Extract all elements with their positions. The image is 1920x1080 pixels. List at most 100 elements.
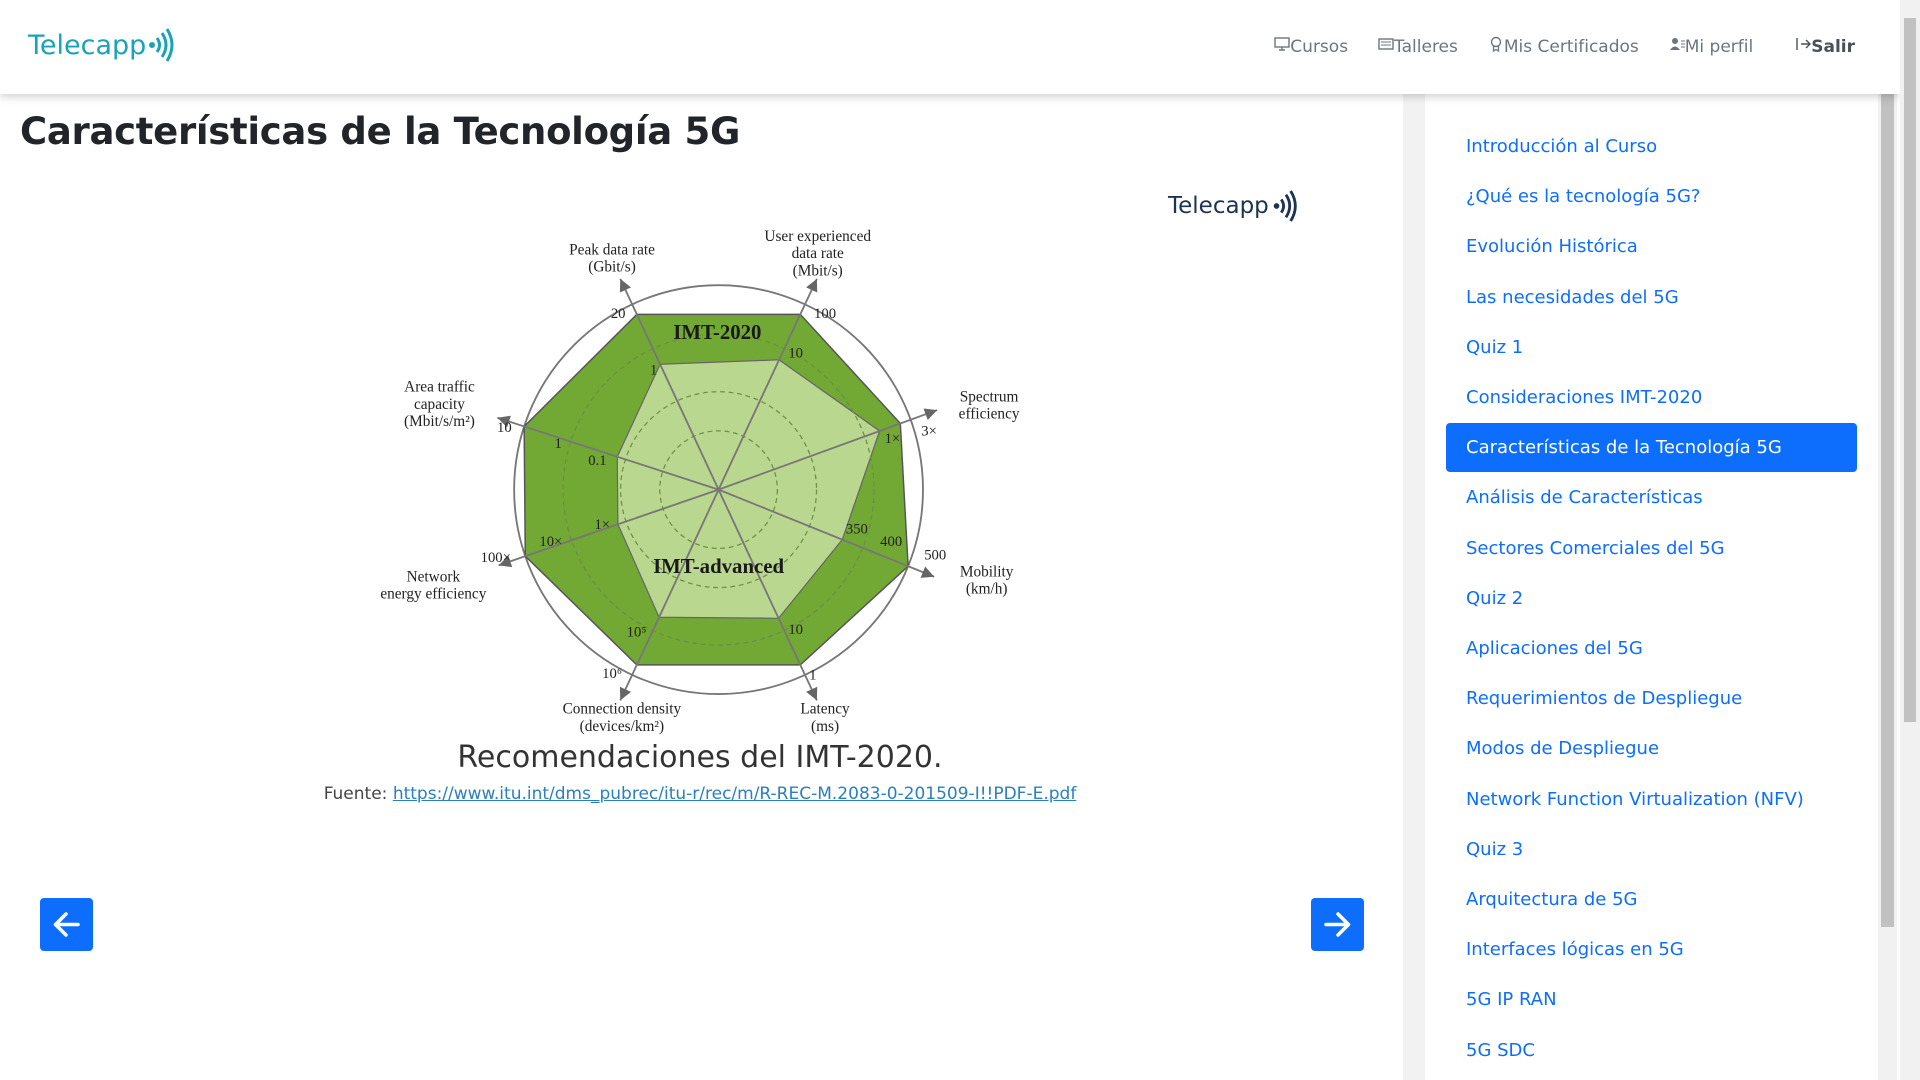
logout-label: Salir: [1811, 37, 1855, 57]
axis-label: efficiency: [959, 406, 1020, 423]
sidebar-item[interactable]: Aplicaciones del 5G: [1466, 638, 1643, 659]
source: Fuente: https://www.itu.int/dms_pubrec/i…: [0, 784, 1400, 804]
axis-tick-label: 10⁶: [602, 666, 622, 682]
nav-icon: [1378, 38, 1394, 50]
axis-label: User experienced: [764, 228, 871, 245]
axis-label: (Mbit/s/m²): [404, 413, 475, 430]
sidebar-item[interactable]: Las necesidades del 5G: [1466, 286, 1679, 308]
page-scrollbar[interactable]: [1900, 0, 1920, 1080]
nav-label: Mi perfil: [1684, 37, 1754, 57]
dashed-circle: [620, 391, 818, 589]
axis-arrow: [497, 415, 511, 428]
axis-tick-label: 20: [611, 306, 626, 322]
axis-tick-label: 10: [788, 622, 803, 638]
axis-label: data rate: [792, 245, 844, 262]
nav-item[interactable]: Mis Certificados: [1488, 36, 1639, 57]
axis-label: (km/h): [966, 581, 1008, 598]
axis-label: capacity: [414, 396, 465, 413]
sidebar-item[interactable]: Análisis de Características: [1466, 487, 1703, 509]
sidebar-item[interactable]: Modos de Despliegue: [1466, 738, 1660, 760]
sidebar-item[interactable]: Arquitectura de 5G: [1466, 889, 1638, 910]
sidebar-item[interactable]: ¿Qué es la tecnología 5G?: [1466, 186, 1701, 208]
sidebar-item[interactable]: Requerimientos de Despliegue: [1466, 688, 1743, 710]
nav: Cursos Talleres Mis Certificados Mi perfil S…: [1274, 36, 1855, 57]
sidebar-item[interactable]: Interfaces lógicas en 5G: [1466, 939, 1684, 961]
sidebar-scrollbar[interactable]: [1878, 94, 1897, 1080]
axis-label: Spectrum: [960, 388, 1019, 405]
nav-label: Talleres: [1394, 37, 1458, 57]
axis-tick-label: 1×: [594, 517, 610, 533]
prev-icon: [53, 912, 80, 937]
axis-label: (ms): [811, 718, 839, 735]
logout-icon: [1796, 38, 1812, 50]
dashed-circle: [659, 430, 778, 549]
axis-label: Latency: [800, 701, 850, 718]
axis-tick-label: 500: [924, 547, 946, 563]
image-logo-text: Telecapp: [1168, 193, 1269, 219]
scroll-thumb[interactable]: [1904, 18, 1916, 722]
axis-arrow: [619, 278, 631, 293]
nav-icon: [1490, 36, 1502, 53]
axis-line: [619, 278, 720, 491]
axis-arrow: [619, 686, 631, 701]
axis-arrow: [806, 278, 818, 293]
axis-tick-label: 100×: [481, 550, 511, 566]
axis-line: [717, 489, 818, 701]
prev-button[interactable]: [40, 898, 93, 951]
sidebar-item[interactable]: 5G SDC: [1466, 1039, 1535, 1061]
axis-line: [619, 489, 720, 701]
next-icon: [1324, 912, 1351, 937]
sidebar-item[interactable]: Network Function Virtualization (NFV): [1466, 788, 1804, 810]
sidebar-item[interactable]: Quiz 2: [1466, 587, 1524, 609]
sidebar-gutter: [1403, 94, 1425, 1080]
sidebar-item[interactable]: Sectores Comerciales del 5G: [1466, 537, 1725, 559]
axis-line: [718, 409, 938, 491]
page-title: Características de la Tecnología 5G: [20, 110, 741, 153]
sidebar-item[interactable]: Consideraciones IMT-2020: [1466, 387, 1703, 408]
axis-tick-label: 0.1: [588, 453, 606, 469]
axis-arrow: [498, 555, 513, 568]
next-button[interactable]: [1311, 898, 1364, 951]
radar-diagram: IMT-2020 IMT-advanced Peak data rate(Gbit/…: [380, 228, 1020, 735]
axis-label: (Gbit/s): [588, 259, 636, 276]
nav-item[interactable]: Cursos: [1274, 36, 1348, 57]
axis-label: Network: [407, 568, 461, 585]
axis-tick-label: 10×: [539, 534, 562, 550]
axis-tick-label: 10: [497, 420, 512, 436]
axis-line: [497, 416, 719, 491]
nav-icon: [1669, 38, 1685, 50]
sidebar-item[interactable]: Quiz 1: [1466, 336, 1524, 358]
axis-tick-label: 1: [650, 363, 657, 379]
nav-icon: [1274, 37, 1290, 51]
series-label: IMT-2020: [673, 320, 761, 344]
sidebar: Introducción al Curso ¿Qué es la tecnolog…: [1425, 94, 1878, 1080]
axis-label: energy efficiency: [380, 586, 486, 603]
header: Telecapp Cursos Talleres Mis Certificados M…: [0, 0, 1900, 94]
axis-tick-label: 10⁵: [627, 625, 647, 641]
nav-item[interactable]: Mi perfil: [1669, 36, 1753, 57]
axis-arrow: [920, 566, 935, 578]
nav-item[interactable]: Talleres: [1378, 36, 1458, 57]
axis-tick-label: 1: [809, 667, 816, 683]
axis-label: Mobility: [960, 564, 1014, 581]
dashed-circle: [562, 333, 875, 646]
axis-tick-label: 400: [880, 534, 902, 550]
axis-arrow: [806, 686, 818, 701]
axis-label: Peak data rate: [569, 242, 655, 259]
outer-circle: [513, 284, 924, 695]
sidebar-item[interactable]: Quiz 3: [1466, 838, 1524, 860]
nav-item[interactable]: Salir: [1795, 36, 1855, 57]
logo[interactable]: Telecapp: [28, 28, 174, 62]
axis-tick-label: 10: [788, 345, 803, 361]
sidebar-item[interactable]: Características de la Tecnología 5G: [1446, 423, 1857, 473]
sidebar-item[interactable]: Introducción al Curso: [1466, 136, 1658, 157]
sidebar-item[interactable]: 5G IP RAN: [1466, 989, 1557, 1011]
axis-tick-label: 3×: [921, 424, 937, 440]
scroll-thumb[interactable]: [1881, 94, 1894, 927]
source-link[interactable]: https://www.itu.int/dms_pubrec/itu-r/rec…: [392, 784, 1077, 804]
series-label: IMT-advanced: [653, 554, 784, 578]
sidebar-item[interactable]: Evolución Histórica: [1466, 236, 1638, 258]
image-logo-icon: [1273, 190, 1297, 222]
axis-tick-label: 1×: [885, 431, 901, 447]
